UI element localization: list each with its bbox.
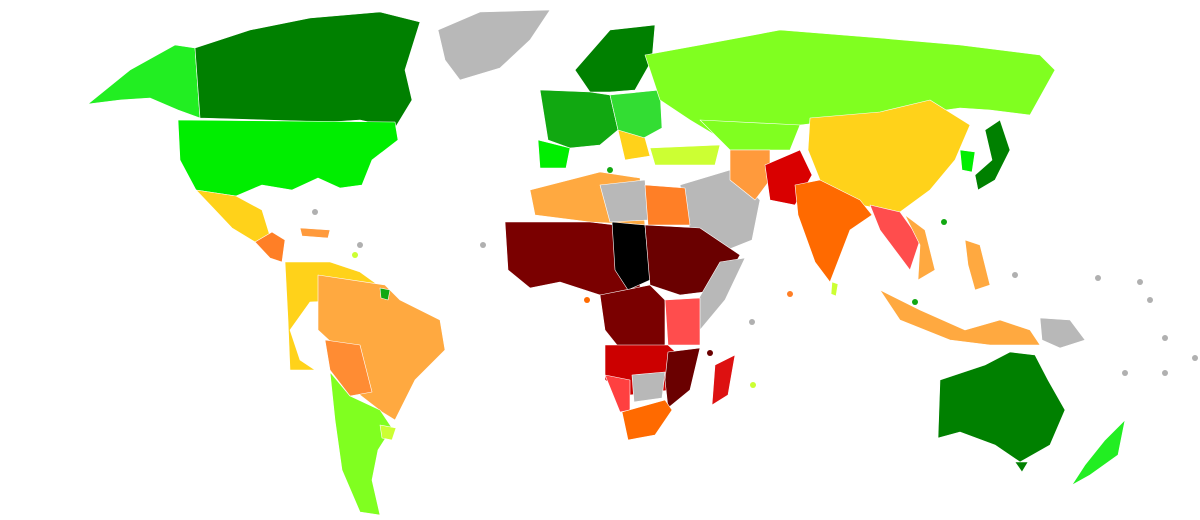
island-dot	[1162, 335, 1168, 341]
region-western-europe	[539, 89, 619, 149]
island-dot	[352, 252, 358, 258]
island-dot	[1095, 275, 1101, 281]
region-china	[807, 99, 971, 213]
island-dot	[312, 209, 318, 215]
region-congo	[599, 284, 666, 356]
island-dot	[357, 242, 363, 248]
region-iberia	[537, 139, 571, 169]
region-sri-lanka	[830, 281, 839, 297]
island-dot	[607, 167, 613, 173]
region-indonesia	[879, 289, 1041, 346]
region-new-zealand	[1071, 419, 1126, 486]
region-india	[794, 179, 873, 283]
island-dot	[941, 219, 947, 225]
island-dot	[1122, 370, 1128, 376]
region-south-africa	[621, 399, 673, 441]
region-caribbean	[299, 227, 331, 239]
region-vietnam	[904, 214, 936, 281]
region-australia	[937, 351, 1066, 463]
region-madagascar	[711, 354, 736, 406]
island-dot	[1192, 355, 1198, 361]
island-dot	[912, 299, 918, 305]
region-new-guinea	[1039, 317, 1086, 349]
region-egypt	[644, 184, 691, 226]
region-mexico	[195, 189, 271, 243]
region-french-guiana	[379, 287, 391, 301]
region-mozambique	[664, 347, 701, 409]
region-balkans	[617, 129, 651, 161]
region-namibia	[604, 374, 631, 413]
region-bolivia-paraguay	[324, 339, 373, 397]
island-dot	[707, 350, 713, 356]
island-dot	[787, 291, 793, 297]
region-east-africa	[664, 297, 701, 346]
region-korea	[959, 149, 976, 173]
region-iran	[729, 149, 771, 201]
island-dot	[749, 319, 755, 325]
island-dot	[584, 297, 590, 303]
region-southeast-asia	[869, 204, 921, 271]
region-turkey	[649, 144, 721, 166]
region-eastern-europe	[609, 89, 663, 141]
region-central-africa	[611, 221, 651, 291]
region-uruguay	[379, 424, 397, 441]
island-dot	[1147, 297, 1153, 303]
island-dot	[1162, 370, 1168, 376]
region-greenland	[437, 9, 551, 81]
island-dot	[1137, 279, 1143, 285]
region-alaska	[87, 44, 201, 119]
region-scandinavia	[574, 24, 656, 93]
region-usa	[177, 119, 399, 197]
region-canada	[194, 11, 421, 129]
region-japan	[974, 119, 1011, 191]
region-central-asia	[699, 119, 801, 151]
region-tasmania	[1014, 461, 1029, 473]
island-dot	[750, 382, 756, 388]
island-dot	[1012, 272, 1018, 278]
region-southern-cone	[329, 371, 393, 516]
island-dot	[480, 242, 486, 248]
region-botswana	[631, 371, 666, 403]
region-philippines	[964, 239, 991, 291]
region-central-america	[254, 231, 286, 263]
